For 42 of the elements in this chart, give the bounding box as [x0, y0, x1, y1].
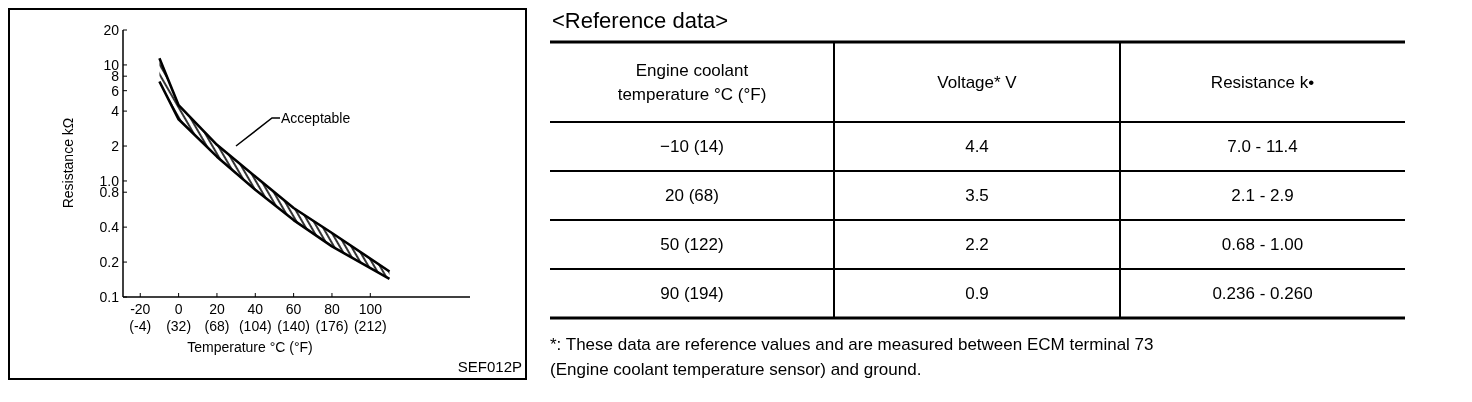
x-tick-label: 20	[209, 301, 225, 317]
text: <Reference data>	[552, 8, 729, 33]
text: 0.68 - 1.00	[1221, 235, 1304, 255]
x-tick-label: -20	[130, 301, 151, 317]
x-axis-title: Temperature °C (°F)	[187, 339, 313, 355]
text: 0.236 - 0.260	[1212, 284, 1313, 304]
category-label: Resistance k•	[1210, 72, 1315, 92]
x-tick-label: 40	[247, 301, 264, 317]
category-label: Voltage* V	[937, 72, 1018, 92]
y-tick-label: 6	[111, 82, 120, 99]
text: SEF012P	[457, 358, 522, 375]
y-axis-title: Resistance kΩ	[60, 117, 76, 209]
category-label: 50 (122)	[660, 235, 724, 255]
x2-tick-label: (140)	[277, 318, 310, 334]
y-tick-label: 0.4	[99, 219, 120, 236]
y-tick-label: 2	[111, 137, 120, 154]
x2-tick-label: (-4)	[129, 318, 152, 334]
x-tick-label: 60	[285, 301, 302, 317]
x-tick-label: 100	[358, 301, 383, 317]
category-label: 20 (68)	[665, 186, 719, 206]
x2-tick-label: (104)	[238, 318, 272, 334]
x2-tick-label: (68)	[204, 318, 230, 334]
text: 7.0 - 11.4	[1227, 137, 1298, 157]
category-label: −10 (14)	[660, 137, 724, 157]
x-tick-label: 80	[324, 301, 340, 317]
category-label: Engine coolant temperature °C (°F)	[617, 60, 767, 104]
x-tick-label: 0	[174, 301, 183, 317]
text: 4.4	[965, 137, 989, 157]
x2-tick-label: (32)	[166, 318, 192, 334]
x2-tick-label: (176)	[315, 318, 349, 334]
text: 3.5	[965, 186, 989, 206]
category-label: 90 (194)	[660, 284, 724, 304]
y-tick-label: 4	[111, 103, 120, 119]
annotation: Acceptable	[281, 109, 351, 126]
text: 2.2	[965, 235, 989, 255]
y-tick-label: 0.2	[99, 253, 120, 270]
y-tick-label: 20	[103, 21, 120, 38]
text: *: These data are reference values and are measured between ECM terminal 73 (Engine coolant temperature sensor) and ground.	[550, 335, 1154, 379]
text: 2.1 - 2.9	[1231, 186, 1294, 206]
text: 0.9	[965, 284, 989, 304]
y-tick-label: 0.1	[99, 288, 120, 305]
x2-tick-label: (212)	[353, 318, 387, 334]
